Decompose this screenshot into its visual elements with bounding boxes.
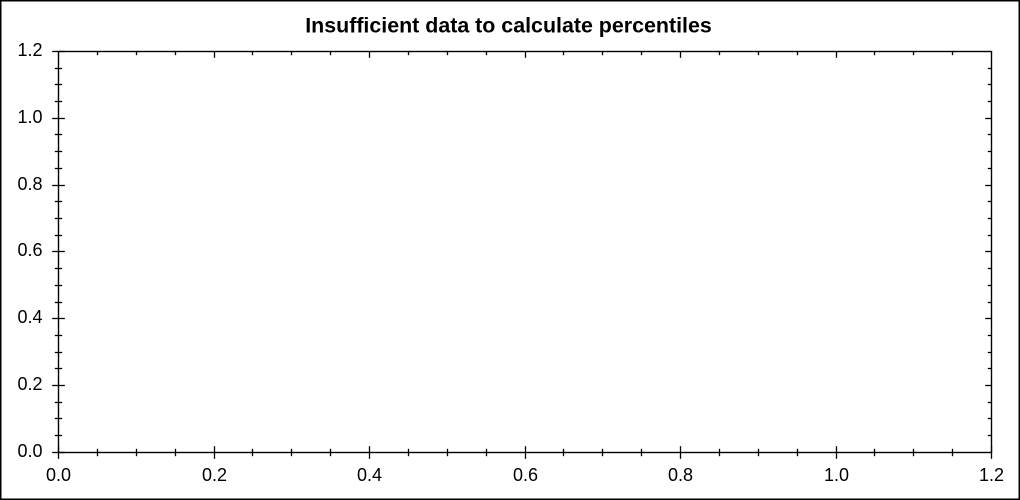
svg-text:0.2: 0.2 [17, 374, 42, 394]
svg-text:0.4: 0.4 [357, 465, 382, 485]
svg-text:1.2: 1.2 [17, 40, 42, 60]
svg-text:0.6: 0.6 [17, 240, 42, 260]
svg-text:0.6: 0.6 [513, 465, 538, 485]
svg-text:0.0: 0.0 [46, 465, 71, 485]
svg-text:1.0: 1.0 [17, 107, 42, 127]
svg-text:1.0: 1.0 [824, 465, 849, 485]
svg-text:Insufficient data to calculate: Insufficient data to calculate percentil… [305, 14, 712, 38]
svg-text:1.2: 1.2 [979, 465, 1004, 485]
svg-text:0.2: 0.2 [202, 465, 227, 485]
svg-text:0.8: 0.8 [668, 465, 693, 485]
svg-text:0.0: 0.0 [17, 441, 42, 461]
svg-text:0.4: 0.4 [17, 307, 42, 327]
svg-text:0.8: 0.8 [17, 174, 42, 194]
